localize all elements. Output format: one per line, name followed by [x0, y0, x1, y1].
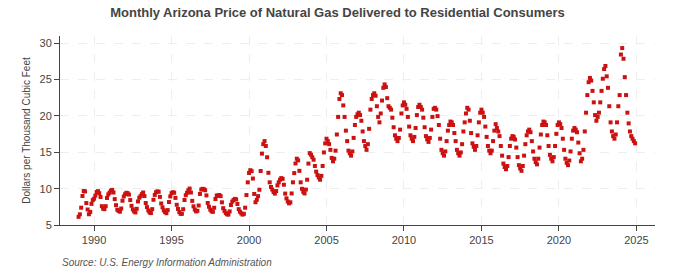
svg-text:2020: 2020 [547, 234, 571, 246]
svg-text:25: 25 [40, 73, 52, 85]
svg-text:Source: U.S. Energy Informatio: Source: U.S. Energy Information Administ… [62, 257, 272, 268]
svg-text:10: 10 [40, 183, 52, 195]
svg-text:2000: 2000 [237, 234, 261, 246]
svg-text:15: 15 [40, 146, 52, 158]
svg-text:Monthly Arizona Price of Natur: Monthly Arizona Price of Natural Gas Del… [110, 5, 565, 20]
svg-text:2015: 2015 [469, 234, 493, 246]
svg-text:1990: 1990 [82, 234, 106, 246]
svg-text:1995: 1995 [159, 234, 183, 246]
svg-text:2005: 2005 [314, 234, 338, 246]
svg-text:20: 20 [40, 110, 52, 122]
svg-text:2010: 2010 [392, 234, 416, 246]
svg-text:30: 30 [40, 37, 52, 49]
svg-text:2025: 2025 [624, 234, 648, 246]
svg-text:Dollars per Thousand Cubic Fee: Dollars per Thousand Cubic Feet [21, 57, 32, 204]
svg-text:5: 5 [46, 219, 52, 231]
